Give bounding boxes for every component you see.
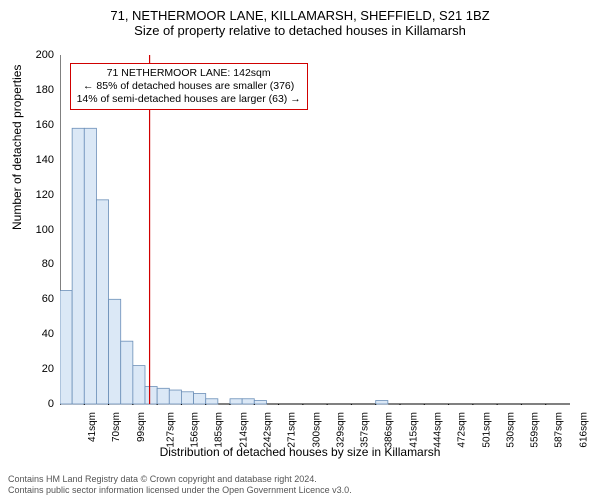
xtick-label: 501sqm: [481, 412, 492, 448]
xtick-label: 99sqm: [136, 412, 147, 442]
ytick-label: 120: [24, 189, 54, 201]
ytick-label: 100: [24, 224, 54, 236]
xtick-label: 214sqm: [238, 412, 249, 448]
annotation-line1: 71 NETHERMOOR LANE: 142sqm: [77, 67, 301, 80]
xtick-label: 357sqm: [360, 412, 371, 448]
ytick-label: 0: [24, 398, 54, 410]
xtick-label: 386sqm: [384, 412, 395, 448]
ytick-label: 180: [24, 84, 54, 96]
ytick-label: 20: [24, 363, 54, 375]
xtick-label: 70sqm: [111, 412, 122, 442]
ytick-label: 40: [24, 328, 54, 340]
xtick-label: 242sqm: [263, 412, 274, 448]
xtick-label: 530sqm: [505, 412, 516, 448]
ytick-label: 140: [24, 154, 54, 166]
footer: Contains HM Land Registry data © Crown c…: [8, 474, 592, 496]
xtick-label: 444sqm: [433, 412, 444, 448]
title-line1: 71, NETHERMOOR LANE, KILLAMARSH, SHEFFIE…: [0, 8, 600, 23]
annotation-line3: 14% of semi-detached houses are larger (…: [77, 93, 301, 106]
ytick-label: 160: [24, 119, 54, 131]
xtick-label: 300sqm: [311, 412, 322, 448]
xtick-label: 587sqm: [554, 412, 565, 448]
ytick-label: 200: [24, 49, 54, 61]
xtick-label: 41sqm: [87, 412, 98, 442]
annotation-box: 71 NETHERMOOR LANE: 142sqm ← 85% of deta…: [70, 63, 308, 110]
xtick-label: 559sqm: [530, 412, 541, 448]
annotation-line2: ← 85% of detached houses are smaller (37…: [77, 80, 301, 93]
xtick-label: 472sqm: [457, 412, 468, 448]
xtick-label: 415sqm: [408, 412, 419, 448]
title-line2: Size of property relative to detached ho…: [0, 23, 600, 38]
y-axis-label: Number of detached properties: [10, 65, 24, 230]
xtick-label: 329sqm: [335, 412, 346, 448]
xtick-label: 185sqm: [214, 412, 225, 448]
xtick-label: 271sqm: [287, 412, 298, 448]
footer-line1: Contains HM Land Registry data © Crown c…: [8, 474, 592, 485]
xtick-label: 156sqm: [190, 412, 201, 448]
chart-title-block: 71, NETHERMOOR LANE, KILLAMARSH, SHEFFIE…: [0, 0, 600, 38]
xtick-label: 127sqm: [165, 412, 176, 448]
ytick-label: 60: [24, 293, 54, 305]
ytick-label: 80: [24, 258, 54, 270]
xtick-label: 616sqm: [578, 412, 589, 448]
footer-line2: Contains public sector information licen…: [8, 485, 592, 496]
